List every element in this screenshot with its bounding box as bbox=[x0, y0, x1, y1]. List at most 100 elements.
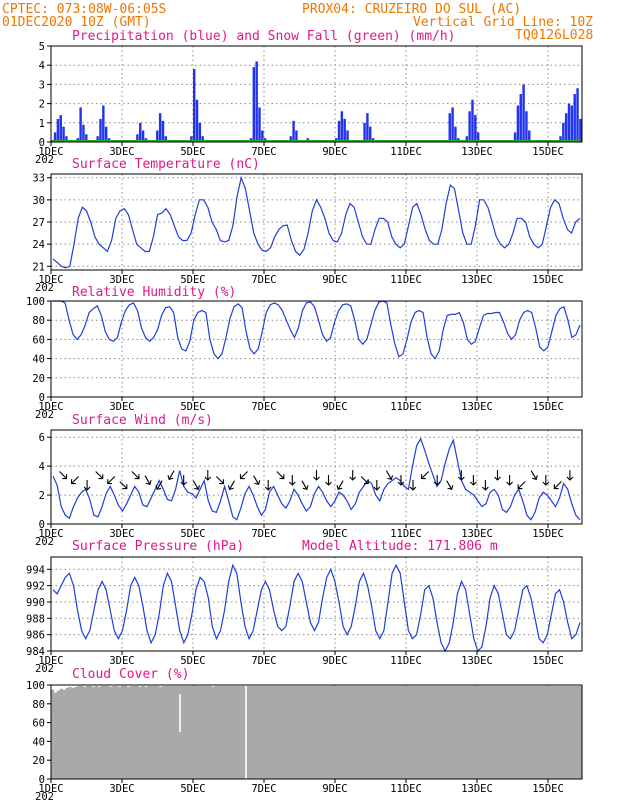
wind-arrow-head bbox=[506, 481, 513, 486]
cloud-cover-bar bbox=[497, 685, 501, 779]
cloud-cover-bar bbox=[100, 685, 104, 779]
wind-arrow-head bbox=[155, 485, 162, 491]
wind-year-stub: 202 bbox=[35, 536, 54, 548]
cloud-cover-bar bbox=[377, 685, 381, 779]
precip-panel-title: Precipitation (blue) and Snow Fall (gree… bbox=[72, 29, 456, 44]
precip-bar bbox=[104, 126, 108, 142]
cloud-cover-bar bbox=[549, 685, 554, 779]
precip-xtick-label: 13DEC bbox=[461, 146, 493, 158]
temperature-xtick-label: 9DEC bbox=[322, 274, 347, 286]
cloud-cover-bar bbox=[173, 685, 177, 779]
cloud-cover-bar bbox=[392, 685, 396, 779]
cloud-cover-bar bbox=[220, 685, 224, 779]
cloud-cover-bar bbox=[261, 685, 265, 779]
wind-arrow-head bbox=[433, 481, 441, 486]
wind-arrow-head bbox=[219, 479, 224, 485]
cloud-cover-bar bbox=[223, 685, 227, 779]
cloud-cover-bar bbox=[94, 685, 98, 779]
cloud-cover-bar bbox=[284, 685, 288, 779]
wind-arrow-shaft bbox=[71, 476, 80, 484]
cloud-cover-bar bbox=[535, 685, 539, 779]
precip-ytick-label: 2 bbox=[39, 99, 45, 111]
header-model-code: TQ0126L028 bbox=[515, 28, 593, 43]
wind-arrow-head bbox=[134, 474, 140, 480]
precip-bar bbox=[195, 99, 199, 142]
cloud-cover-bar bbox=[511, 685, 516, 779]
wind-arrow-head bbox=[254, 480, 261, 486]
cloud-cover-bar bbox=[202, 685, 206, 779]
cloud-cover-bar bbox=[80, 685, 84, 779]
wind-arrow-head bbox=[279, 474, 285, 480]
wind-arrow-shaft bbox=[59, 471, 67, 479]
pressure-xtick-label: 3DEC bbox=[109, 655, 134, 667]
wind-arrow-head bbox=[542, 481, 550, 486]
wind-arrow-head bbox=[336, 485, 343, 491]
cloud-cover-bar bbox=[316, 685, 320, 779]
cloud-cover-bar bbox=[86, 685, 90, 779]
wind-arrow-head bbox=[373, 486, 381, 491]
cloud-cover-bar bbox=[517, 685, 522, 779]
cloud-cover-bar bbox=[161, 685, 166, 779]
cloud-cover-bar bbox=[491, 685, 495, 779]
precip-bar bbox=[255, 61, 258, 142]
cloud-cover-bar bbox=[301, 685, 306, 779]
cloud-ytick-label: 60 bbox=[32, 718, 45, 730]
wind-arrow-head bbox=[397, 481, 405, 486]
cloud-cover-bar bbox=[500, 685, 504, 779]
cloud-cover-bar bbox=[570, 685, 574, 779]
humidity-panel: 0 20 40 60 80 100 1DEC 3DEC 5DEC 7DEC 9DEC 11DEC 13D… bbox=[26, 296, 583, 421]
cloud-cover-bar bbox=[544, 685, 548, 779]
precip-bar bbox=[573, 94, 576, 142]
cloud-cover-bar bbox=[328, 685, 332, 779]
cloud-cover-bar bbox=[269, 685, 274, 779]
cloud-cover-bar bbox=[191, 685, 195, 779]
precip-bar bbox=[471, 99, 474, 142]
wind-arrow-head bbox=[531, 475, 538, 481]
cloud-cover-bar bbox=[546, 685, 551, 779]
header-location-coords: CPTEC: 073:08W-06:05S bbox=[2, 2, 166, 17]
wind-direction-arrow bbox=[530, 470, 538, 481]
precip-bar bbox=[102, 105, 105, 142]
precip-ytick-label: 4 bbox=[39, 60, 45, 72]
cloud-cover-bar bbox=[579, 685, 583, 779]
wind-arrow-head bbox=[447, 485, 454, 491]
precip-bar bbox=[164, 136, 168, 142]
wind-direction-arrow bbox=[107, 476, 116, 485]
temperature-panel-title: Surface Temperature (nC) bbox=[72, 157, 260, 172]
cloud-cover-bar bbox=[147, 685, 151, 779]
cloud-cover-bar bbox=[552, 685, 557, 779]
temperature-series-line bbox=[52, 175, 581, 269]
wind-direction-arrow bbox=[313, 470, 320, 481]
cloud-cover-bar bbox=[444, 685, 449, 779]
wind-arrow-head bbox=[180, 481, 188, 486]
precip-bar bbox=[252, 67, 256, 142]
wind-arrow-head bbox=[457, 476, 465, 481]
wind-arrow-head bbox=[553, 484, 559, 490]
wind-arrow-shaft bbox=[360, 476, 369, 484]
humidity-xtick-label: 13DEC bbox=[461, 401, 493, 413]
wind-direction-arrow bbox=[457, 470, 465, 481]
cloud-cover-bar bbox=[91, 686, 96, 779]
humidity-ytick-label: 40 bbox=[32, 354, 45, 366]
wind-arrow-head bbox=[409, 486, 417, 491]
precip-bar bbox=[289, 136, 292, 142]
precip-xtick-label: 11DEC bbox=[390, 146, 422, 158]
cloud-cover-bar bbox=[564, 685, 568, 779]
precip-bar bbox=[369, 126, 372, 142]
wind-arrow-shaft bbox=[229, 480, 235, 490]
wind-arrow-shaft bbox=[276, 471, 285, 479]
cloud-cover-bar bbox=[360, 685, 364, 779]
cloud-cover-bar bbox=[249, 685, 253, 779]
cloud-cover-bar bbox=[255, 685, 259, 779]
wind-arrow-head bbox=[325, 481, 332, 486]
wind-direction-arrow bbox=[239, 471, 248, 480]
cloud-cover-bar bbox=[167, 685, 171, 779]
wind-arrow-head bbox=[107, 479, 113, 485]
wind-xtick-label: 9DEC bbox=[322, 528, 347, 540]
wind-arrow-shaft bbox=[215, 476, 224, 484]
precip-bar bbox=[363, 122, 366, 142]
cloud-cover-bar bbox=[150, 685, 154, 779]
cloud-cover-bar bbox=[298, 685, 303, 779]
cloud-cover-bar bbox=[176, 685, 180, 779]
cloud-cover-bar bbox=[439, 685, 443, 779]
